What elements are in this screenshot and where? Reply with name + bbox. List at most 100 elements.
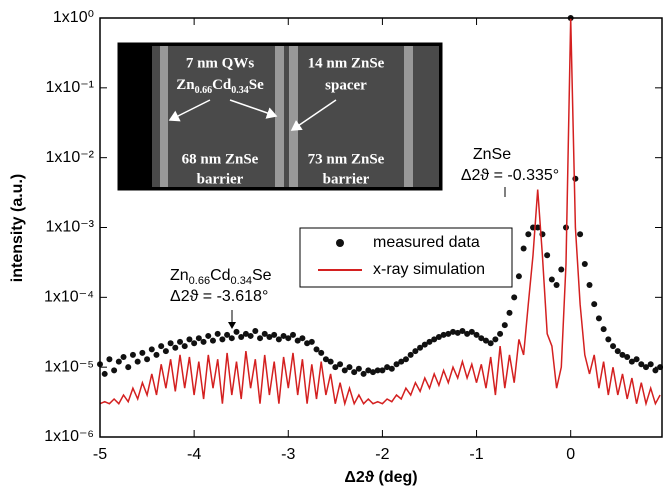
data-point — [402, 356, 409, 363]
data-point — [200, 338, 207, 345]
data-point — [548, 276, 555, 283]
data-point — [266, 334, 273, 341]
data-point — [440, 331, 447, 338]
data-point — [360, 370, 367, 377]
legend — [299, 227, 513, 288]
data-point — [351, 369, 358, 376]
data-point — [289, 331, 296, 338]
data-point — [341, 367, 348, 374]
data-point — [450, 328, 457, 335]
y-tick-label: 1x10⁻⁴ — [44, 289, 94, 306]
data-point — [205, 332, 212, 339]
y-tick-label: 1x10⁻⁶ — [44, 428, 94, 445]
data-point — [633, 356, 640, 363]
arrow — [290, 99, 337, 131]
layer — [289, 46, 298, 187]
formula-part: 0.66 — [189, 275, 210, 287]
formula-part: 0.34 — [231, 85, 249, 96]
data-point — [468, 328, 475, 335]
annotation: Δ2ϑ = -0.335° — [461, 167, 559, 184]
data-point — [101, 370, 108, 377]
layer — [160, 46, 168, 187]
y-tick-label: 1x10⁻³ — [46, 219, 95, 236]
annotation: ZnSe — [473, 146, 511, 163]
data-point — [299, 335, 306, 342]
data-point — [614, 348, 621, 355]
data-point — [219, 336, 226, 343]
data-point — [233, 328, 240, 335]
y-tick-label: 1x10⁻⁵ — [44, 358, 94, 375]
data-point — [610, 343, 617, 350]
data-point — [412, 348, 419, 355]
y-tick-label: 1x10⁰ — [53, 9, 94, 26]
x-tick-label: -5 — [93, 446, 107, 463]
formula-part: Se — [249, 77, 264, 93]
data-point — [115, 358, 122, 365]
data-point — [393, 361, 400, 368]
data-point — [186, 336, 193, 343]
data-point — [337, 361, 344, 368]
data-point — [257, 335, 264, 342]
data-point — [492, 336, 499, 343]
x-tick-label: -4 — [187, 446, 201, 463]
arrow — [168, 99, 211, 122]
data-point — [572, 175, 579, 182]
data-point — [454, 329, 461, 336]
data-point — [388, 365, 395, 372]
data-point — [355, 365, 362, 372]
data-point — [224, 331, 231, 338]
data-point — [318, 349, 325, 356]
inset-formula: Zn0.66Cd0.34Se — [176, 77, 264, 96]
data-point — [158, 343, 165, 350]
data-point — [581, 261, 588, 268]
data-point — [252, 327, 259, 334]
inset-label: 73 nm ZnSe — [308, 151, 385, 167]
data-point — [407, 351, 414, 358]
data-point — [214, 330, 221, 337]
data-point — [313, 346, 320, 353]
data-point — [181, 343, 188, 350]
data-point — [426, 338, 433, 345]
y-axis-label: intensity (a.u.) — [9, 174, 26, 282]
legend-marker — [336, 239, 344, 247]
y-tick-label: 1x10⁻¹ — [46, 79, 94, 96]
inset-label: 68 nm ZnSe — [182, 151, 259, 167]
data-point — [134, 358, 141, 365]
formula-part: Zn — [170, 267, 189, 284]
formula-part: Se — [252, 267, 272, 284]
data-point — [195, 335, 202, 342]
data-point — [275, 336, 282, 343]
data-point — [327, 358, 334, 365]
data-point — [304, 340, 311, 347]
y-tick-label: 1x10⁻² — [46, 149, 95, 166]
data-point — [501, 322, 508, 329]
formula-part: Cd — [212, 77, 232, 93]
inset-label: 14 nm ZnSe — [308, 55, 385, 71]
data-point — [619, 351, 626, 358]
inset-label: barrier — [197, 171, 244, 187]
data-point — [591, 301, 598, 308]
inset-label: 7 nm QWs — [186, 55, 255, 71]
x-tick-label: 0 — [566, 446, 575, 463]
data-point — [294, 337, 301, 344]
data-point — [473, 331, 480, 338]
data-point — [628, 358, 635, 365]
data-point — [586, 282, 593, 289]
data-point — [238, 334, 245, 341]
data-point — [191, 340, 198, 347]
x-tick-label: -3 — [281, 446, 295, 463]
data-point — [346, 364, 353, 371]
formula-part: Cd — [210, 267, 230, 284]
data-point — [228, 335, 235, 342]
data-point — [464, 330, 471, 337]
data-point — [144, 356, 151, 363]
data-point — [600, 326, 607, 333]
arrow — [229, 99, 278, 119]
data-point — [642, 364, 649, 371]
sim-line — [99, 17, 661, 407]
x-tick-label: -1 — [469, 446, 483, 463]
data-point — [398, 358, 405, 365]
layer — [275, 46, 284, 187]
data-point — [520, 245, 527, 252]
